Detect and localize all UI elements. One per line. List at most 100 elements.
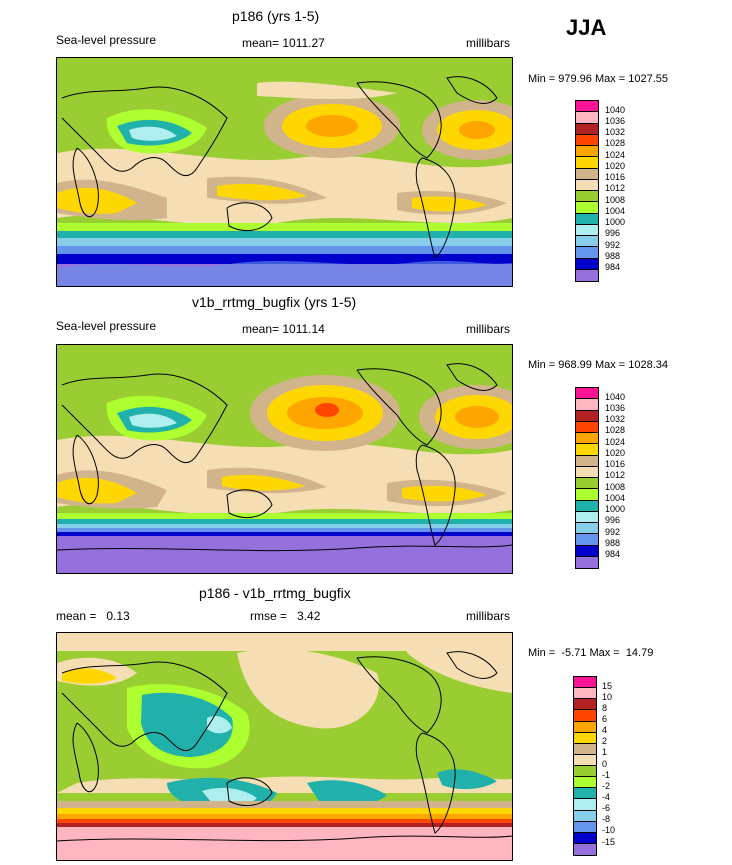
legend-swatch <box>574 688 596 700</box>
legend-swatch <box>576 202 598 214</box>
panel-3-rmse-label: rmse = 3.42 <box>250 609 321 623</box>
panel-2-mean-label: mean= 1011.14 <box>242 322 325 336</box>
panel-2-variable-label: Sea-level pressure <box>56 319 157 333</box>
panel-1-units-label: millibars <box>466 36 511 50</box>
legend-swatch <box>576 421 598 433</box>
legend-label: 984 <box>605 262 621 272</box>
legend-swatch <box>576 534 598 546</box>
legend-label: 984 <box>605 549 621 559</box>
legend-swatch <box>574 710 596 722</box>
legend-swatch <box>574 832 596 844</box>
panel-2-legend <box>575 387 599 569</box>
panel-2-units-label: millibars <box>466 322 511 336</box>
legend-label: 0 <box>602 759 608 769</box>
legend-swatch <box>576 112 598 124</box>
panel-2-minmax: Min = 968.99 Max = 1028.34 <box>528 359 669 371</box>
panel-2-title: v1b_rrtmg_bugfix (yrs 1-5) <box>192 294 357 310</box>
legend-swatch <box>574 766 596 778</box>
panel-3-mean-label: mean = 0.13 <box>56 609 130 623</box>
legend-label: 1032 <box>605 127 626 137</box>
legend-label: 2 <box>602 736 608 746</box>
legend-swatch <box>574 754 596 766</box>
legend-swatch <box>576 444 598 456</box>
legend-swatch <box>576 146 598 158</box>
legend-label: 1036 <box>605 403 626 413</box>
legend-label: 996 <box>605 515 621 525</box>
legend-label: 1032 <box>605 414 626 424</box>
panel-3-legend <box>573 676 597 856</box>
legend-swatch <box>576 123 598 135</box>
legend-swatch <box>574 699 596 711</box>
season-label: JJA <box>566 15 607 40</box>
legend-swatch <box>576 545 598 557</box>
legend-swatch <box>576 269 598 281</box>
legend-swatch <box>576 399 598 411</box>
legend-swatch <box>576 523 598 535</box>
legend-label: -2 <box>602 781 611 791</box>
legend-swatch <box>576 556 598 568</box>
legend-label: 1040 <box>605 392 626 402</box>
legend-label: 1028 <box>605 425 626 435</box>
legend-swatch <box>576 191 598 203</box>
legend-swatch <box>576 157 598 169</box>
panel-1-mean-label: mean= 1011.27 <box>242 36 325 50</box>
panel-3-units-label: millibars <box>466 609 511 623</box>
legend-label: 1008 <box>605 482 626 492</box>
panel-2-legend-labels: 1040 1036 1032 1028 1024 1020 1016 1012 … <box>605 387 645 567</box>
legend-swatch <box>576 478 598 490</box>
legend-swatch <box>576 168 598 180</box>
panel-1-map <box>56 57 513 287</box>
legend-label: 988 <box>605 251 621 261</box>
legend-label: 6 <box>602 714 608 724</box>
legend-label: 1036 <box>605 116 626 126</box>
legend-label: -8 <box>602 814 611 824</box>
legend-swatch <box>576 224 598 236</box>
legend-swatch <box>576 247 598 259</box>
panel-3-minmax: Min = -5.71 Max = 14.79 <box>528 647 654 659</box>
legend-label: 1008 <box>605 195 626 205</box>
panel-2-map <box>56 344 513 574</box>
legend-swatch <box>574 843 596 855</box>
legend-swatch <box>576 489 598 501</box>
legend-label: -10 <box>602 825 616 835</box>
legend-label: -1 <box>602 770 611 780</box>
legend-swatch <box>576 511 598 523</box>
legend-label: 1024 <box>605 150 626 160</box>
legend-swatch <box>574 799 596 811</box>
legend-swatch <box>576 258 598 270</box>
panel-1-title: p186 (yrs 1-5) <box>232 8 320 24</box>
legend-swatch <box>576 410 598 422</box>
panel-3-legend-labels: 15 10 8 6 4 2 1 0 -1 -2 -4 -6 -8 -10 -15 <box>602 676 642 854</box>
legend-label: 1012 <box>605 183 626 193</box>
legend-label: 1020 <box>605 448 626 458</box>
legend-swatch <box>576 213 598 225</box>
legend-swatch <box>574 788 596 800</box>
panel-1-variable-label: Sea-level pressure <box>56 33 157 47</box>
legend-swatch <box>574 721 596 733</box>
panel-3-title: p186 - v1b_rrtmg_bugfix <box>199 585 351 601</box>
legend-label: 992 <box>605 240 621 250</box>
legend-label: 1024 <box>605 437 626 447</box>
legend-label: 1020 <box>605 161 626 171</box>
legend-label: 4 <box>602 725 608 735</box>
legend-swatch <box>576 455 598 467</box>
legend-label: 992 <box>605 527 621 537</box>
legend-swatch <box>574 810 596 822</box>
legend-swatch <box>576 236 598 248</box>
legend-label: 1000 <box>605 217 626 227</box>
legend-swatch <box>574 777 596 789</box>
legend-label: -15 <box>602 837 616 847</box>
legend-swatch <box>574 821 596 833</box>
legend-swatch <box>576 179 598 191</box>
panel-1-legend <box>575 100 599 282</box>
panel-3-map <box>56 632 513 861</box>
legend-label: -6 <box>602 803 611 813</box>
legend-label: 1004 <box>605 493 626 503</box>
legend-label: -4 <box>602 792 611 802</box>
legend-label: 10 <box>602 692 613 702</box>
legend-label: 1012 <box>605 470 626 480</box>
legend-label: 1004 <box>605 206 626 216</box>
legend-swatch <box>576 433 598 445</box>
legend-label: 1000 <box>605 504 626 514</box>
panel-1-minmax: Min = 979.96 Max = 1027.55 <box>528 73 669 85</box>
